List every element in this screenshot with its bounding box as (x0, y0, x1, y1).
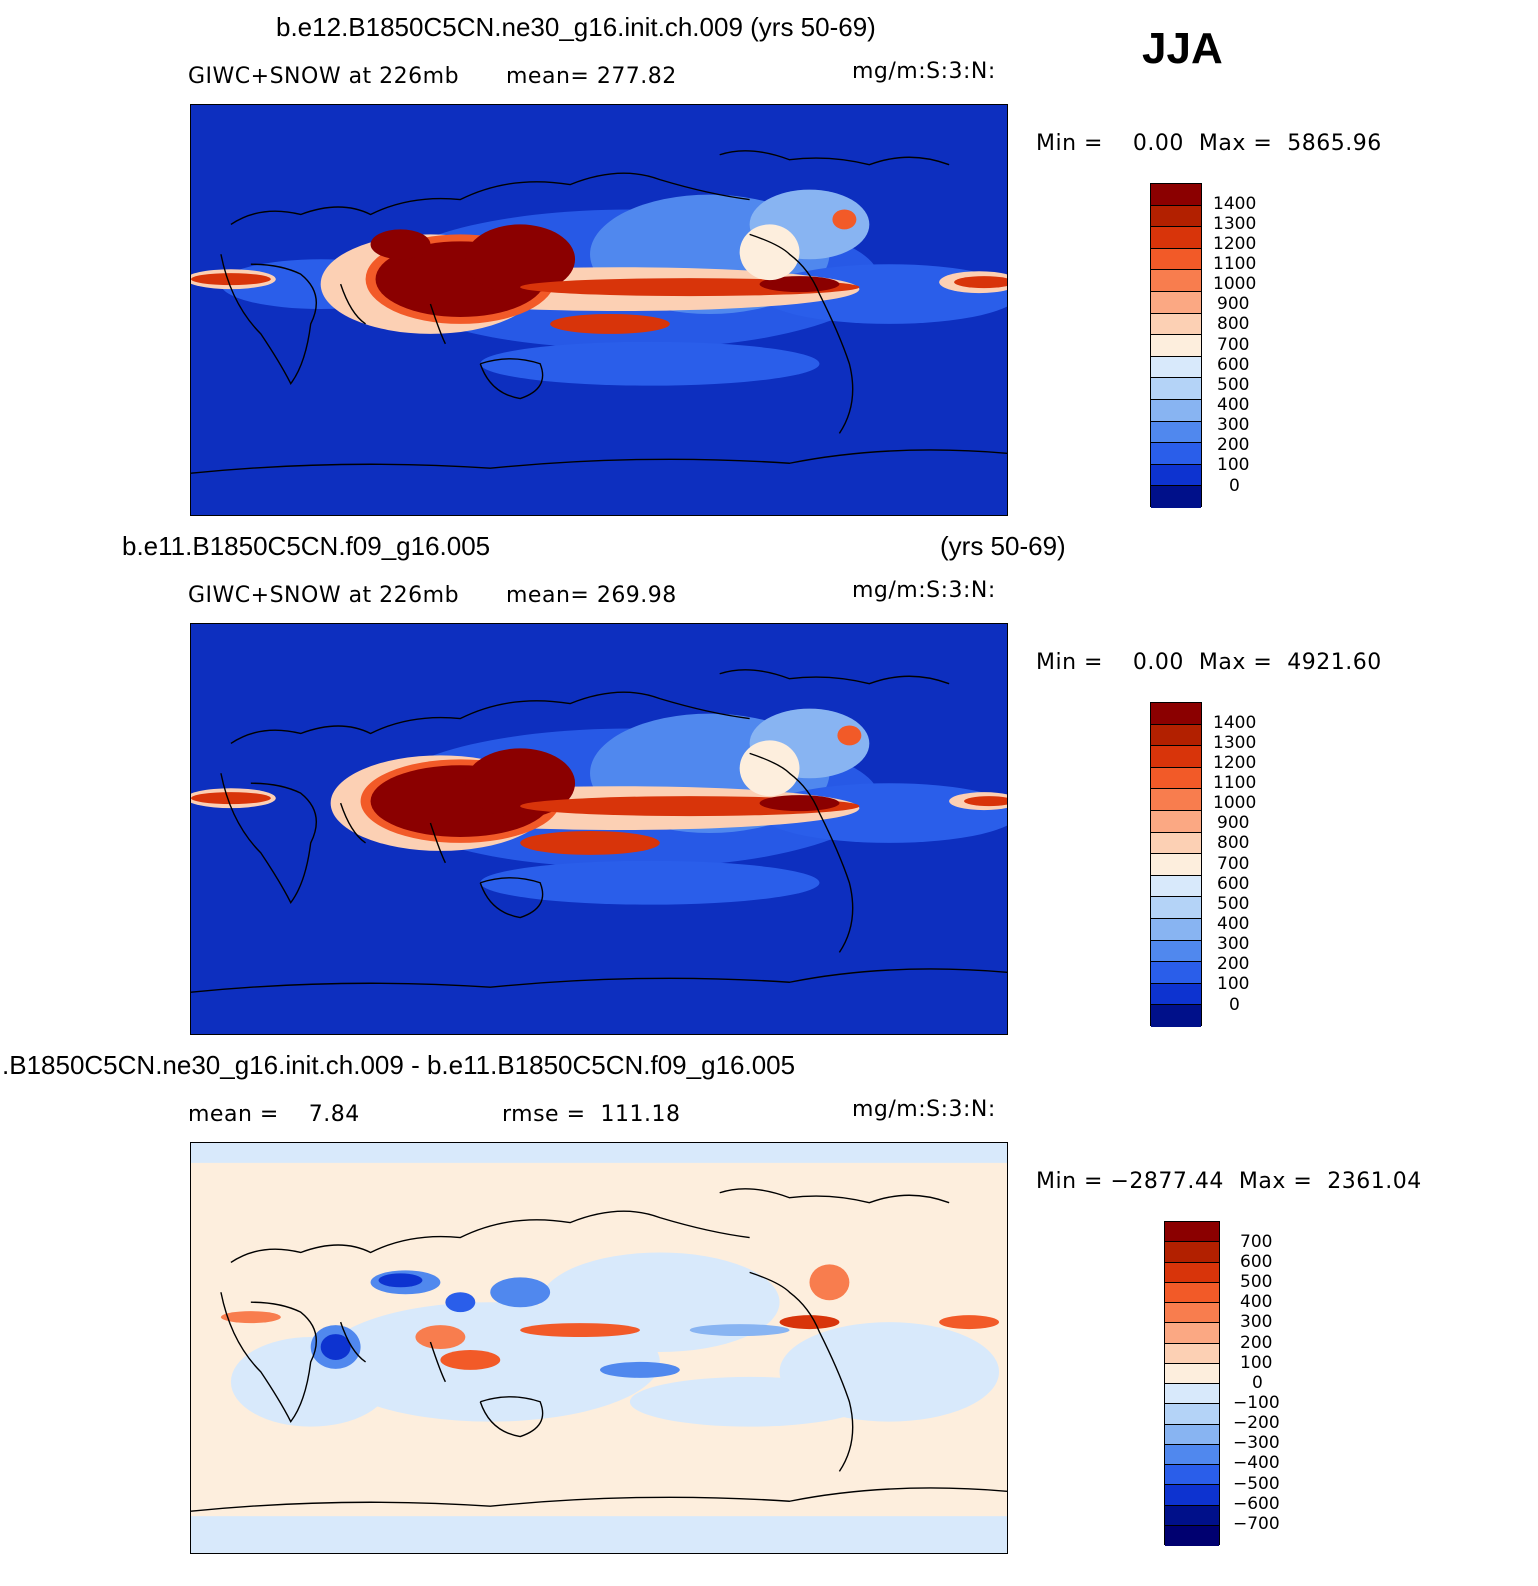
panel-3-colorbar-label: −200 (1233, 1413, 1280, 1433)
panel-1-colorbar-label: 1400 (1213, 194, 1257, 214)
panel-1-colorbar-label: 200 (1217, 435, 1250, 455)
panel-1-colorbar-label: 500 (1217, 375, 1250, 395)
panel-1-colorbar (1150, 183, 1202, 508)
panel-3-colorbar-label: 400 (1240, 1292, 1273, 1312)
panel-2-colorbar-label: 1200 (1213, 753, 1257, 773)
panel-1-map (190, 104, 1008, 516)
panel-1-mean-label: mean= 277.82 (506, 64, 677, 89)
panel-1-colorbar-label: 1100 (1213, 254, 1257, 274)
panel-3-colorbar-label: −600 (1233, 1494, 1280, 1514)
panel-2-variable-label: GIWC+SNOW at 226mb (188, 583, 460, 608)
panel-3-colorbar-label: −400 (1233, 1453, 1280, 1473)
panel-1-colorbar-label: 100 (1217, 455, 1250, 475)
panel-2-colorbar-label: 1300 (1213, 733, 1257, 753)
panel-3-colorbar-label: 600 (1240, 1252, 1273, 1272)
panel-2-colorbar-label: 900 (1217, 813, 1250, 833)
panel-2-colorbar (1150, 702, 1202, 1027)
panel-3-colorbar-label: 700 (1240, 1232, 1273, 1252)
panel-2-colorbar-label: 500 (1217, 894, 1250, 914)
panel-1-colorbar-label: 1300 (1213, 214, 1257, 234)
panel-1-colorbar-label: 1000 (1213, 274, 1257, 294)
panel-1-colorbar-label: 1200 (1213, 234, 1257, 254)
panel-2-colorbar-label: 600 (1217, 874, 1250, 894)
panel-1-colorbar-label: 300 (1217, 415, 1250, 435)
panel-1-colorbar-label: 900 (1217, 294, 1250, 314)
panel-2-units-label: mg/m:S:3:N: (852, 578, 996, 603)
panel-2-map-field (191, 624, 1007, 1034)
panel-2-colorbar-label: 300 (1217, 934, 1250, 954)
panel-1-units-label: mg/m:S:3:N: (852, 59, 996, 84)
panel-2-title: b.e11.B1850C5CN.f09_g16.005 (122, 531, 491, 561)
panel-3-colorbar-label: 500 (1240, 1272, 1273, 1292)
panel-1-variable-label: GIWC+SNOW at 226mb (188, 64, 460, 89)
panel-3-colorbar-label: −700 (1233, 1514, 1280, 1534)
panel-1-minmax-label: Min = 0.00 Max = 5865.96 (1036, 131, 1382, 156)
panel-2-colorbar-label: 800 (1217, 833, 1250, 853)
panel-3-colorbar-label: 300 (1240, 1312, 1273, 1332)
panel-2-colorbar-label: 400 (1217, 914, 1250, 934)
panel-3-title: .B1850C5CN.ne30_g16.init.ch.009 - b.e11.… (2, 1050, 796, 1080)
panel-2-colorbar-label: 1000 (1213, 793, 1257, 813)
panel-1-colorbar-label: 700 (1217, 335, 1250, 355)
panel-2-colorbar-label: 200 (1217, 954, 1250, 974)
panel-3-mean-label: mean = 7.84 (188, 1102, 360, 1127)
panel-1-colorbar-label: 800 (1217, 314, 1250, 334)
panel-1-colorbar-label: 400 (1217, 395, 1250, 415)
panel-3-colorbar-label: −100 (1233, 1393, 1280, 1413)
panel-3-colorbar-label: 200 (1240, 1333, 1273, 1353)
season-label: JJA (1142, 24, 1223, 73)
panel-2-colorbar-label: 1100 (1213, 773, 1257, 793)
panel-1-colorbar-label: 0 (1229, 476, 1240, 496)
panel-2-mean-label: mean= 269.98 (506, 583, 677, 608)
panel-3-minmax-label: Min = −2877.44 Max = 2361.04 (1036, 1169, 1422, 1194)
panel-2-title-years: (yrs 50-69) (940, 531, 1066, 561)
panel-3-units-label: mg/m:S:3:N: (852, 1097, 996, 1122)
panel-3-colorbar-label: −300 (1233, 1433, 1280, 1453)
panel-1-map-field (191, 105, 1007, 515)
panel-1-colorbar-label: 600 (1217, 355, 1250, 375)
panel-1-title: b.e12.B1850C5CN.ne30_g16.init.ch.009 (yr… (276, 12, 876, 42)
panel-2-colorbar-label: 0 (1229, 995, 1240, 1015)
panel-2-colorbar-label: 1400 (1213, 713, 1257, 733)
panel-3-colorbar-label: 0 (1252, 1373, 1263, 1393)
panel-3-colorbar-label: −500 (1233, 1474, 1280, 1494)
panel-2-minmax-label: Min = 0.00 Max = 4921.60 (1036, 650, 1382, 675)
panel-2-map (190, 623, 1008, 1035)
panel-3-map (190, 1142, 1008, 1554)
panel-3-colorbar (1164, 1221, 1220, 1546)
panel-3-rmse-label: rmse = 111.18 (502, 1102, 681, 1127)
panel-2-colorbar-label: 100 (1217, 974, 1250, 994)
panel-3-colorbar-label: 100 (1240, 1353, 1273, 1373)
panel-3-map-field (191, 1143, 1007, 1553)
panel-2-colorbar-label: 700 (1217, 854, 1250, 874)
